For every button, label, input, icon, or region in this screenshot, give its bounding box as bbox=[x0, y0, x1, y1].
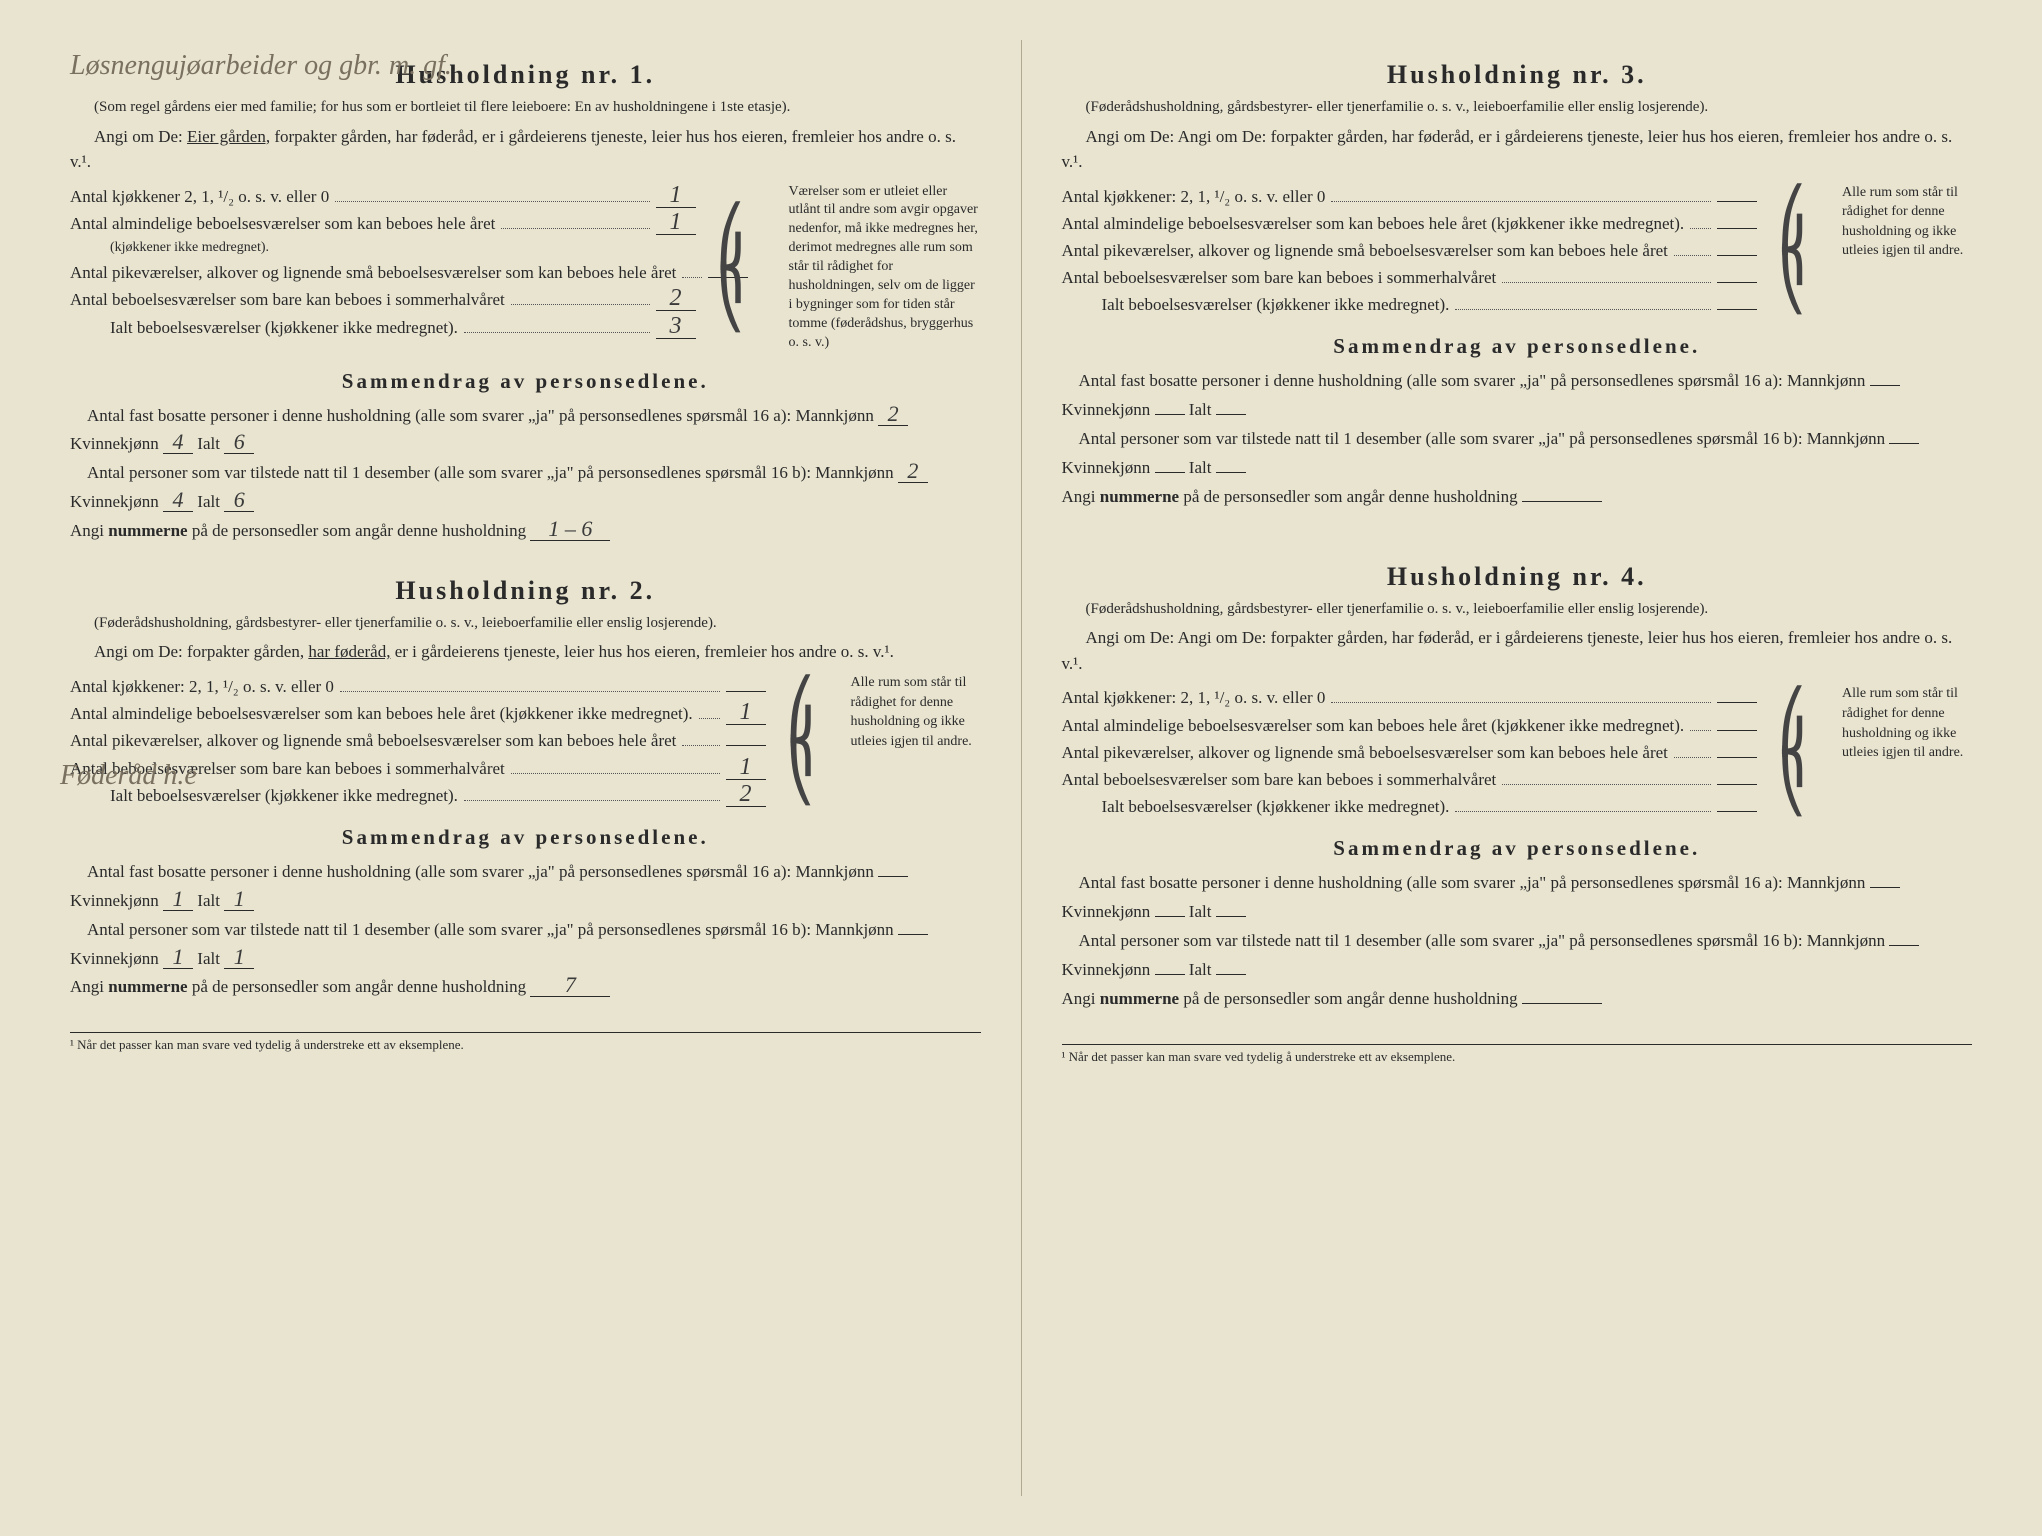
h1-sum-fast: Antal fast bosatte personer i denne hush… bbox=[70, 402, 981, 460]
h1-rooms-label: Antal almindelige beboelsesværelser som … bbox=[70, 210, 495, 237]
h2-title: Husholdning nr. 2. bbox=[70, 576, 981, 606]
h1-summer-val: 2 bbox=[656, 286, 696, 311]
h1-side-note: Værelser som er utleiet eller utlånt til… bbox=[781, 183, 981, 353]
h1-sum-num: Angi nummerne på de personsedler som ang… bbox=[70, 517, 981, 546]
footnote-left: ¹ Når det passer kan man svare ved tydel… bbox=[70, 1032, 981, 1053]
h1-rooms-sub: (kjøkkener ikke medregnet). bbox=[110, 237, 269, 259]
right-page: Husholdning nr. 3. (Føderådshusholdning,… bbox=[1022, 40, 2013, 1496]
h1-desc: (Som regel gårdens eier med familie; for… bbox=[70, 98, 981, 118]
left-page: Løsnengujøarbeider og gbr. m. gf. Hushol… bbox=[30, 40, 1022, 1496]
h1-kitchens-label: Antal kjøkkener 2, 1, ¹/₂ o. s. v. eller… bbox=[70, 183, 329, 210]
footnote-right: ¹ Når det passer kan man svare ved tydel… bbox=[1062, 1044, 1973, 1065]
handwriting-mid: Føderåd h.e bbox=[60, 760, 197, 792]
h1-rooms-val: 1 bbox=[656, 210, 696, 235]
h2-side-note: Alle rum som står til rådighet for denne… bbox=[851, 673, 981, 809]
h1-pike-label: Antal pikeværelser, alkover og lignende … bbox=[70, 259, 676, 286]
h1-sum-til: Antal personer som var tilstede natt til… bbox=[70, 459, 981, 517]
h2-desc: (Føderådshusholdning, gårdsbestyrer- ell… bbox=[70, 614, 981, 634]
angi-pre: Angi om De: bbox=[94, 127, 187, 146]
h2-angi: Angi om De: forpakter gården, har føderå… bbox=[70, 639, 981, 665]
h1-total-val: 3 bbox=[656, 314, 696, 339]
angi-underlined: Eier gården, bbox=[187, 127, 270, 146]
h1-summer-label: Antal beboelsesværelser som bare kan beb… bbox=[70, 286, 505, 313]
household-3: Husholdning nr. 3. (Føderådshusholdning,… bbox=[1062, 60, 1973, 512]
h1-total-label: Ialt beboelsesværelser (kjøkkener ikke m… bbox=[110, 314, 458, 341]
household-4: Husholdning nr. 4. (Føderådshusholdning,… bbox=[1062, 562, 1973, 1014]
h1-sum-title: Sammendrag av personsedlene. bbox=[70, 369, 981, 394]
household-2: Husholdning nr. 2. (Føderådshusholdning,… bbox=[70, 576, 981, 1002]
household-1: Husholdning nr. 1. (Som regel gårdens ei… bbox=[70, 60, 981, 546]
h1-kitchens-val: 1 bbox=[656, 183, 696, 208]
h1-angi: Angi om De: Eier gården, forpakter gårde… bbox=[70, 124, 981, 175]
handwriting-top: Løsnengujøarbeider og gbr. m. gf. bbox=[70, 50, 452, 82]
